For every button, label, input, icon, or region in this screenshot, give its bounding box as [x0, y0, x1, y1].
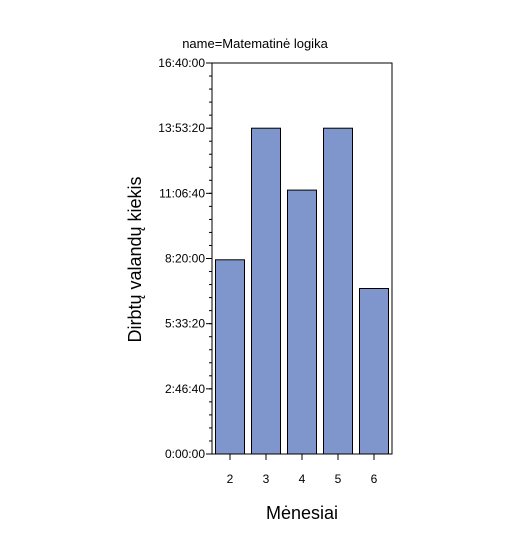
y-tick-label-0: 0:00:00: [165, 447, 205, 461]
y-tick-label-6: 16:40:00: [158, 56, 205, 70]
bar-3: [251, 127, 281, 455]
y-tick-label-3: 8:20:00: [165, 252, 205, 266]
x-tick-label-4: 4: [299, 472, 306, 486]
bar-4: [287, 189, 317, 455]
chart-title: name=Matematinė logika: [182, 36, 328, 51]
bar-2: [215, 259, 245, 455]
x-tick-label-5: 5: [335, 472, 342, 486]
y-axis-title: Dirbtų valandų kiekis: [125, 176, 145, 342]
plot-area: 2 3 4 5 6 0:00:00 2:46:40 5:33:20 8:20:00 11:06:4…: [158, 56, 393, 486]
y-tick-label-5: 13:53:20: [158, 121, 205, 135]
y-tick-label-4: 11:06:40: [159, 186, 205, 200]
bar-5: [323, 127, 353, 455]
x-tick-label-3: 3: [263, 472, 270, 486]
y-tick-label-1: 2:46:40: [165, 382, 205, 396]
x-tick-label-2: 2: [227, 472, 234, 486]
x-tick-label-6: 6: [371, 472, 378, 486]
bar-6: [359, 288, 389, 455]
x-axis-title: Mėnesiai: [266, 503, 338, 523]
y-tick-label-2: 5:33:20: [165, 317, 205, 331]
